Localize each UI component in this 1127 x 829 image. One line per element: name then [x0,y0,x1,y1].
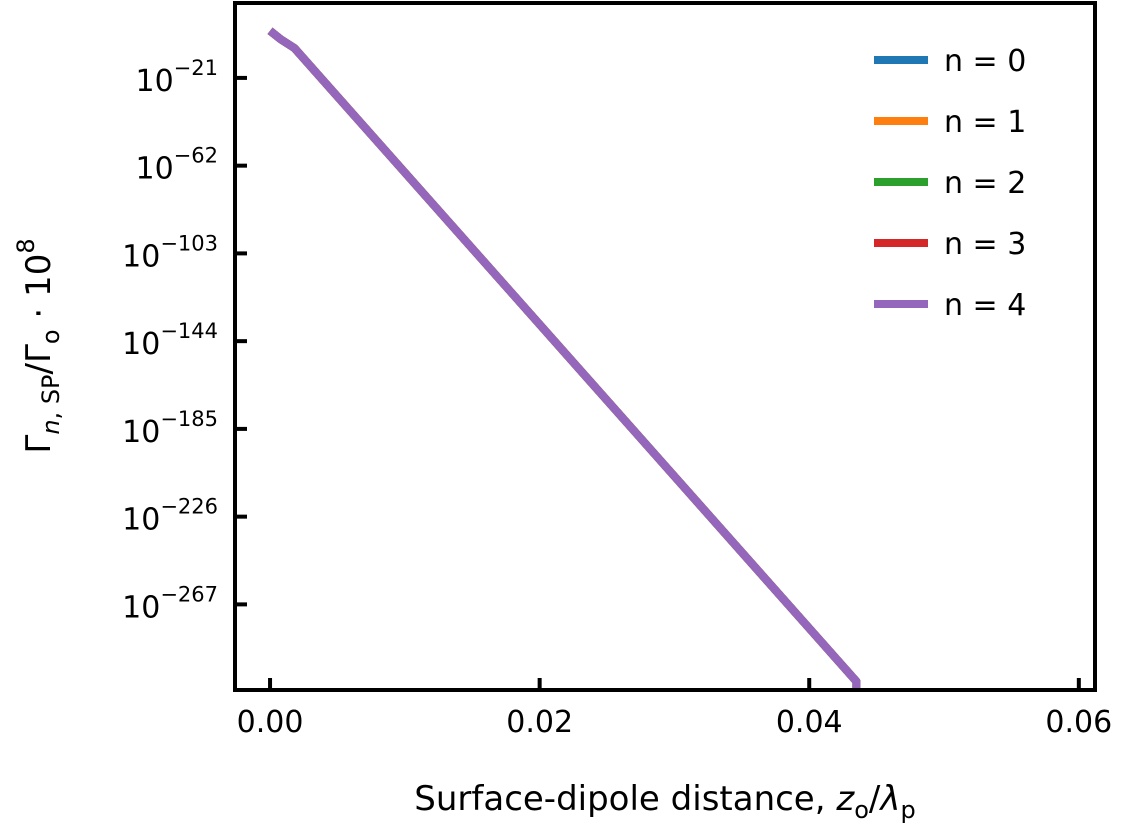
y-axis-ticks: 10−21 10−62 10−103 10−144 10−185 10−226 10−267 [122,56,247,625]
series-line-n0 [267,27,861,690]
series-line-n1 [267,27,861,690]
legend-label-n2: n = 2 [944,166,1026,201]
legend-label-n3: n = 3 [944,227,1026,262]
series-line-n3 [267,27,861,690]
y-axis-label: Γn, SP/Γo · 108 [12,238,65,453]
y-tick-label: 10−267 [122,582,218,625]
x-axis-label: Surface-dipole distance, zo/λp [414,779,915,824]
legend-label-n0: n = 0 [944,44,1026,79]
y-tick-label: 10−144 [122,319,218,362]
x-tick-label: 0.02 [506,705,573,740]
x-tick-label: 0.04 [776,705,843,740]
y-tick-label: 10−185 [122,407,218,450]
legend-label-n4: n = 4 [944,288,1026,323]
y-tick-label: 10−62 [135,144,218,187]
series-line-n4 [267,27,861,690]
series-layer [267,27,861,690]
x-tick-label: 0.06 [1045,705,1112,740]
legend: n = 0 n = 1 n = 2 n = 3 n = 4 [874,44,1026,323]
x-axis-ticks: 0.00 0.02 0.04 0.06 [237,678,1112,740]
x-tick-label: 0.00 [237,705,304,740]
plot-frame [233,1,1097,692]
y-tick-label: 10−103 [122,231,218,274]
y-tick-label: 10−21 [135,56,218,99]
y-tick-label: 10−226 [122,495,218,538]
series-line-n2 [267,27,861,690]
legend-label-n1: n = 1 [944,105,1026,140]
